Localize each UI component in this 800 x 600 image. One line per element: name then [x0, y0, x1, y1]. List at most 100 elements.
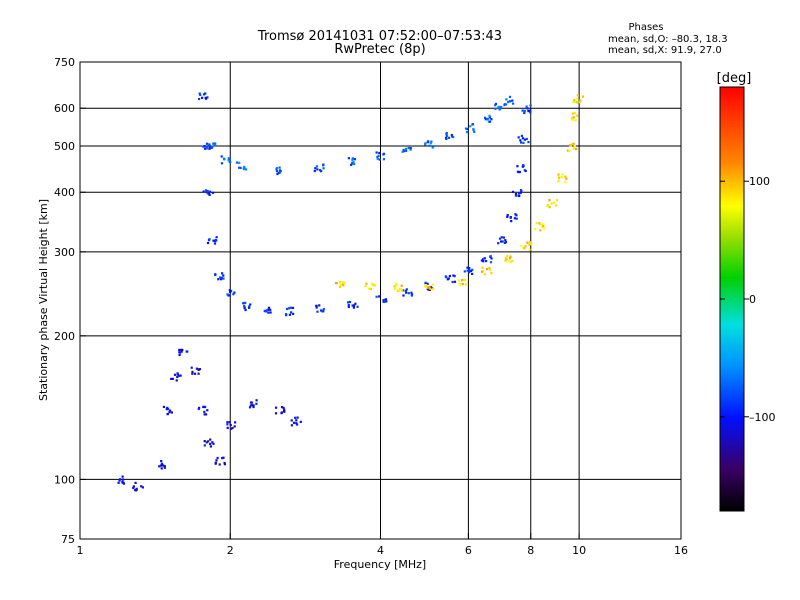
data-point: [222, 456, 225, 459]
data-point: [451, 280, 454, 284]
data-point: [510, 220, 513, 223]
data-point: [506, 214, 509, 217]
data-point: [280, 412, 283, 415]
data-point: [211, 191, 215, 194]
data-point: [278, 171, 281, 174]
data-point: [214, 239, 217, 242]
data-point: [520, 134, 523, 137]
data-point: [205, 97, 208, 100]
data-point: [203, 440, 206, 443]
data-point: [162, 464, 165, 467]
data-point: [202, 145, 205, 148]
data-point: [550, 202, 553, 205]
data-point: [529, 109, 532, 112]
data-point: [494, 104, 497, 107]
data-point: [488, 266, 491, 270]
data-point: [557, 177, 561, 180]
x-tick-label: 16: [674, 544, 688, 557]
data-point: [522, 141, 525, 144]
data-point: [347, 304, 350, 307]
data-point: [557, 180, 560, 183]
data-point: [296, 423, 299, 426]
data-point: [466, 266, 469, 269]
data-point: [238, 166, 241, 169]
data-point: [320, 170, 323, 173]
y-tick-label: 100: [54, 473, 75, 486]
data-point: [195, 367, 198, 370]
data-point: [185, 350, 188, 353]
data-point: [322, 167, 325, 170]
data-point: [216, 456, 219, 460]
data-point: [485, 260, 488, 263]
data-point: [204, 147, 207, 150]
data-point: [373, 284, 376, 287]
data-point: [539, 229, 542, 232]
x-axis: 1 2 4 6 8 10 16: [77, 533, 688, 557]
data-point: [526, 107, 529, 110]
data-point: [460, 279, 464, 282]
data-point: [504, 256, 507, 260]
colorbar-label: [deg]: [717, 71, 752, 86]
y-axis: 75 100 200 300 400 500 600 750: [54, 56, 86, 546]
data-point: [248, 406, 252, 409]
data-point: [453, 280, 457, 283]
data-point: [517, 136, 520, 139]
data-point: [166, 408, 170, 411]
data-point: [519, 189, 523, 192]
data-point: [214, 144, 217, 147]
data-point: [223, 463, 226, 466]
data-point: [292, 312, 295, 315]
data-point: [542, 227, 546, 230]
data-point: [132, 486, 135, 490]
data-point: [364, 284, 367, 287]
data-point: [453, 275, 456, 278]
data-point: [521, 165, 524, 168]
data-point: [514, 213, 517, 216]
data-point: [581, 95, 585, 98]
data-point: [206, 147, 209, 150]
data-point: [218, 463, 221, 466]
data-point: [568, 149, 571, 152]
data-point: [212, 442, 215, 445]
data-point: [378, 158, 381, 161]
data-point: [322, 308, 325, 311]
chart-subtitle: RwPretec (8p): [334, 42, 425, 57]
data-point: [282, 406, 285, 409]
data-point: [461, 283, 464, 286]
data-point: [231, 426, 234, 430]
data-point: [248, 306, 251, 309]
data-point: [170, 411, 173, 414]
data-point: [458, 283, 461, 286]
data-point: [208, 238, 211, 241]
data-point: [232, 293, 235, 296]
phases-o-mode: mean, sd,O: –80.3, 18.3: [608, 34, 728, 45]
data-point: [198, 97, 201, 101]
data-point: [353, 158, 356, 161]
data-point: [528, 248, 531, 251]
data-point: [343, 281, 346, 284]
data-point: [347, 157, 350, 160]
data-point: [481, 266, 484, 269]
data-point: [401, 150, 404, 153]
data-point: [353, 163, 356, 166]
data-point: [322, 163, 325, 166]
data-point: [516, 165, 519, 168]
data-point: [315, 306, 318, 309]
data-point: [579, 99, 582, 102]
data-point: [351, 304, 354, 307]
data-point: [523, 111, 526, 115]
data-point: [140, 485, 143, 488]
data-point: [573, 112, 576, 115]
data-point: [211, 145, 214, 148]
data-point: [508, 95, 512, 98]
x-tick-label: 4: [377, 544, 384, 557]
data-point: [573, 99, 576, 102]
data-point: [400, 289, 403, 292]
data-point: [316, 168, 319, 171]
data-point: [548, 199, 551, 202]
data-point: [573, 145, 576, 148]
data-point: [351, 157, 354, 160]
data-point: [283, 410, 286, 413]
data-point: [471, 123, 474, 126]
data-point: [457, 279, 460, 282]
